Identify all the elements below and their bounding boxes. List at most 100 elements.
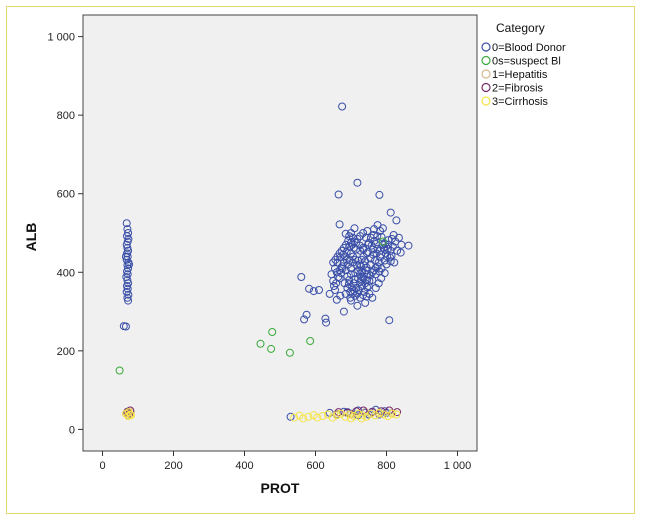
point-2-fibrosis [343,408,352,417]
point-0s-suspect-bl [115,366,124,375]
point-0s-suspect-bl [378,237,387,246]
point-0-blood-donor [375,190,384,199]
point-3-cirrhosis [347,414,355,423]
point-0-blood-donor [364,240,372,249]
point-0-blood-donor [124,296,133,305]
legend-marker [481,69,491,79]
y-axis-title: ALB [23,223,39,252]
point-3-cirrhosis [379,410,388,419]
point-0-blood-donor [367,241,376,250]
point-0-blood-donor [353,178,362,187]
point-0-blood-donor [305,284,314,293]
point-0-blood-donor [373,262,382,271]
plot-area [82,14,478,452]
point-3-cirrhosis [328,413,337,422]
point-0-blood-donor [387,234,396,243]
point-0-blood-donor [381,240,390,248]
point-0-blood-donor [346,293,355,302]
point-0-blood-donor [359,291,368,300]
point-0-blood-donor [334,190,343,199]
point-3-cirrhosis [349,412,358,420]
point-0-blood-donor [123,249,131,258]
point-3-cirrhosis [357,414,366,423]
point-3-cirrhosis [345,410,354,419]
point-0-blood-donor [354,266,363,275]
point-0-blood-donor [377,232,386,241]
point-0-blood-donor [286,412,295,421]
point-3-cirrhosis [392,410,401,419]
point-3-cirrhosis [366,409,375,418]
point-0-blood-donor [386,257,395,266]
point-0-blood-donor [302,310,311,319]
point-0s-suspect-bl [285,348,294,357]
point-3-cirrhosis [341,412,350,421]
legend: Category 0=Blood Donor 0s=suspect Bl1=Hep… [481,21,566,108]
point-0-blood-donor [354,286,363,294]
point-3-cirrhosis [126,411,135,420]
point-0-blood-donor [359,229,368,237]
point-3-cirrhosis [383,412,392,420]
point-3-cirrhosis [371,411,380,420]
point-0-blood-donor [373,221,382,230]
x-axis: 0 200 400 600 800 1 000 [99,451,471,472]
point-0-blood-donor [322,318,331,327]
point-0-blood-donor [383,244,392,253]
point-0-blood-donor [344,260,353,269]
point-0-blood-donor [365,289,374,298]
legend-label: 0=Blood Donor [492,42,566,54]
point-0-blood-donor [351,291,360,300]
point-0-blood-donor [337,246,346,255]
point-0s-suspect-bl [267,344,276,353]
point-0-blood-donor [397,240,406,249]
point-0-blood-donor [332,279,341,288]
point-0-blood-donor [339,258,348,267]
point-0-blood-donor [340,279,349,288]
x-tick-label: 1 000 [444,460,472,472]
point-0-blood-donor [379,243,388,252]
legend-title: Category [496,21,545,35]
point-0-blood-donor [392,216,401,225]
y-tick-label: 600 [57,189,75,201]
point-0-blood-donor [348,233,357,242]
point-0-blood-donor [369,231,378,239]
point-3-cirrhosis [375,408,384,417]
point-0-blood-donor [387,251,396,260]
point-0-blood-donor [297,273,306,281]
point-0-blood-donor [349,279,358,288]
y-tick-label: 800 [57,110,75,122]
point-3-cirrhosis [313,413,322,422]
point-0-blood-donor [338,102,347,111]
legend-marker [481,55,491,66]
legend-marker [481,42,491,52]
point-0-blood-donor [341,229,350,238]
point-0-blood-donor [374,279,383,288]
point-0-blood-donor [380,269,389,278]
point-3-cirrhosis [304,412,313,421]
point-0-blood-donor [315,286,323,294]
point-0-blood-donor [121,322,130,331]
point-0-blood-donor [363,227,372,235]
point-0-blood-donor [330,282,338,290]
point-0-blood-donor [350,237,359,246]
point-0-blood-donor [366,233,375,242]
legend-label: 2=Fibrosis [492,83,544,95]
legend-marker [481,96,491,106]
point-0-blood-donor [331,255,340,264]
point-0-blood-donor [357,255,366,264]
point-0s-suspect-bl [306,337,315,345]
x-axis-title: PROT [261,480,300,496]
point-0-blood-donor [393,246,402,255]
point-0-blood-donor [352,261,361,270]
point-0s-suspect-bl [256,339,265,348]
x-tick-label: 400 [235,460,253,472]
y-axis: 0 200 400 600 800 1 000 [47,32,83,436]
point-0-blood-donor [122,219,131,228]
point-0-blood-donor [309,287,318,296]
point-0-blood-donor [364,282,373,290]
legend-label: 1=Hepatitis [492,69,548,81]
point-0-blood-donor [122,240,131,249]
legend-label: 3=Cirrhosis [492,96,548,108]
y-tick-label: 1 000 [47,32,75,44]
point-0-blood-donor [368,276,377,285]
